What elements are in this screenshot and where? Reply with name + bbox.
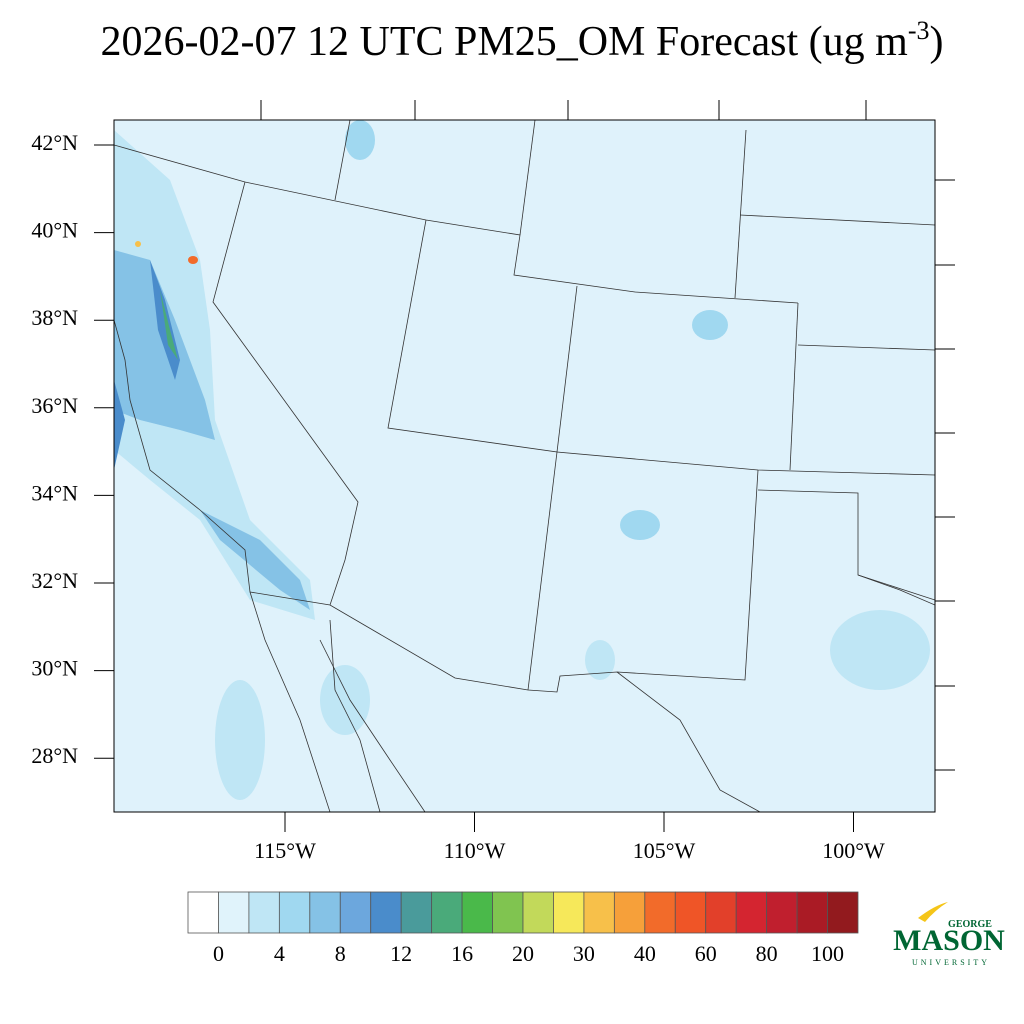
colorbar-box: [796, 891, 828, 934]
lat-label: 42°N: [31, 130, 78, 155]
lon-label: 115°W: [254, 838, 316, 863]
colorbar-label: 30: [573, 941, 595, 966]
colorbar-box: [339, 891, 372, 934]
colorbar-box: [278, 891, 311, 934]
colorbar-box: [613, 891, 646, 934]
logo-main: MASON: [893, 924, 1005, 957]
title-superscript: -3: [908, 16, 930, 45]
lat-label: 30°N: [31, 656, 78, 681]
logo: GEORGE MASON UNIVERSITY: [893, 902, 1005, 967]
lat-label: 32°N: [31, 568, 78, 593]
colorbar-box: [461, 891, 493, 934]
colorbar-label: 40: [634, 941, 656, 966]
colorbar-box: [735, 891, 768, 934]
colorbar-box: [522, 891, 554, 934]
frame-ticks: [260, 100, 955, 771]
colorbar-label: 100: [811, 941, 844, 966]
lat-label: 40°N: [31, 218, 78, 243]
colorbar-box: [766, 891, 798, 934]
lon-label: 110°W: [444, 838, 506, 863]
colorbar-box: [583, 891, 615, 934]
lat-label: 28°N: [31, 743, 78, 768]
colorbar-box: [553, 891, 585, 934]
title-main: 2026-02-07 12 UTC PM25_OM Forecast (ug m: [101, 19, 909, 65]
colorbar-box: [827, 891, 859, 934]
colorbar-label: 16: [451, 941, 473, 966]
colorbar-label: 8: [335, 941, 346, 966]
colorbar-box: [705, 891, 737, 934]
colorbar-box: [492, 891, 524, 934]
concentration-field: [114, 120, 930, 800]
colorbar-label: 4: [274, 941, 285, 966]
lat-label: 34°N: [31, 480, 78, 505]
colorbar-box: [187, 891, 219, 934]
colorbar-box: [218, 891, 250, 934]
title-close: ): [929, 19, 943, 65]
colorbar-box: [309, 891, 341, 934]
map-frame: [113, 119, 936, 813]
colorbar-label: 60: [695, 941, 717, 966]
colorbar-label: 12: [390, 941, 412, 966]
map: [113, 100, 955, 813]
colorbar-box: [674, 891, 707, 934]
logo-top: GEORGE: [948, 919, 992, 930]
colorbar-box: [431, 891, 463, 934]
colorbar-box: [248, 891, 280, 934]
title: 2026-02-07 12 UTC PM25_OM Forecast (ug m…: [101, 16, 944, 65]
colorbar-label: 0: [213, 941, 224, 966]
colorbar-box: [400, 891, 433, 934]
colorbar-label: 20: [512, 941, 534, 966]
colorbar-box: [370, 891, 402, 934]
borders: [114, 120, 935, 812]
colorbar-box: [644, 891, 676, 934]
lon-label: 105°W: [633, 838, 696, 863]
lat-label: 38°N: [31, 305, 78, 330]
logo-bottom: UNIVERSITY: [912, 958, 990, 967]
lon-label: 100°W: [822, 838, 885, 863]
colorbar-label: 80: [756, 941, 778, 966]
lat-label: 36°N: [31, 393, 78, 418]
